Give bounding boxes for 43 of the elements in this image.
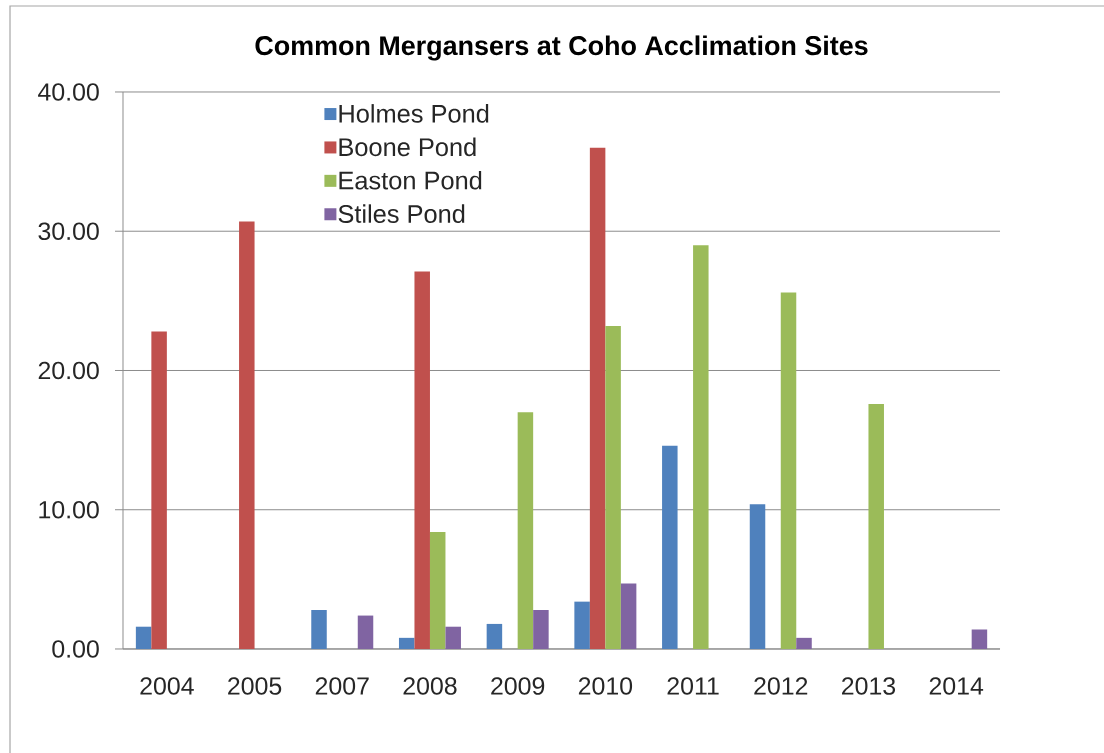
x-tick-label: 2007 [315, 677, 369, 695]
bar [868, 403, 884, 649]
legend-label: Easton Pond [339, 170, 482, 190]
legend-label: Stiles Pond [338, 204, 465, 223]
legend-label: Holmes Pond [339, 104, 489, 123]
y-tick-label: 0.00 [52, 640, 99, 658]
y-tick-label: 10.00 [39, 500, 99, 519]
x-tick-label: 2011 [667, 677, 719, 695]
legend-label: Boone Pond [339, 137, 476, 157]
bar [662, 445, 678, 649]
x-tick-label: 2014 [929, 677, 984, 695]
x-tick-label: 2008 [403, 677, 457, 695]
x-tick-label: 2004 [140, 677, 194, 695]
bar [574, 601, 590, 649]
bar [414, 271, 430, 649]
bar [517, 412, 534, 649]
x-tick-label: 2005 [228, 677, 282, 695]
bar [311, 610, 327, 649]
bar [151, 331, 167, 649]
bar [589, 147, 606, 649]
bar [605, 325, 621, 649]
y-tick-label: 40.00 [38, 83, 99, 101]
bar [445, 626, 461, 649]
bar [749, 504, 766, 649]
bar [486, 623, 503, 649]
bar [620, 583, 637, 649]
bar [533, 610, 549, 649]
bar [796, 637, 812, 649]
x-tick-label: 2012 [754, 677, 808, 695]
bar [239, 221, 255, 649]
x-tick-label: 2009 [491, 677, 545, 695]
bar [398, 637, 415, 649]
bar [429, 532, 446, 649]
x-tick-label: 2013 [842, 677, 896, 695]
bar [693, 245, 709, 649]
bar [357, 615, 374, 649]
x-tick-label: 2010 [578, 677, 633, 695]
bar [135, 626, 152, 649]
y-tick-label: 30.00 [38, 222, 99, 241]
bar [971, 629, 988, 649]
chart-title: Common Mergansers at Coho Acclimation Sites [255, 35, 868, 61]
y-tick-label: 20.00 [38, 361, 99, 380]
bar [780, 292, 797, 649]
